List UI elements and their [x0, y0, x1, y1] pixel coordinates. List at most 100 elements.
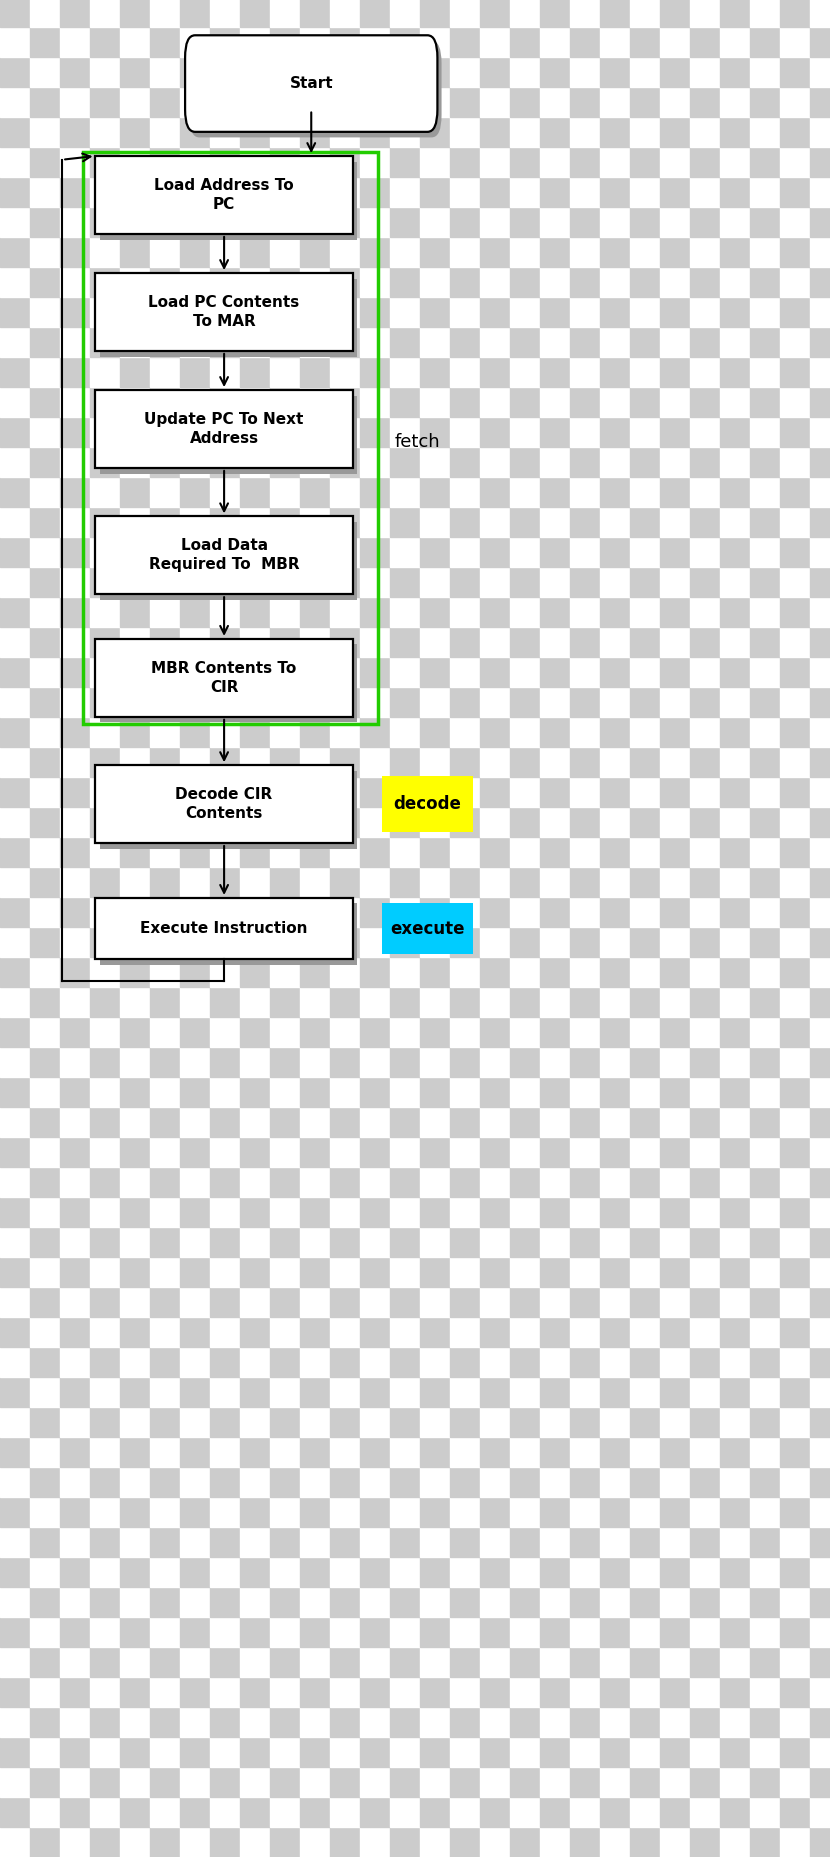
Bar: [570, 897, 600, 927]
Bar: [0, 838, 30, 867]
Bar: [810, 58, 830, 87]
Bar: [390, 867, 420, 897]
Bar: [210, 1077, 240, 1107]
Bar: [540, 1647, 570, 1677]
Bar: [330, 477, 360, 507]
Bar: [120, 267, 150, 297]
Bar: [510, 1526, 540, 1556]
Bar: [300, 1378, 330, 1408]
Bar: [630, 1827, 660, 1857]
Bar: [180, 1677, 210, 1707]
Bar: [690, 507, 720, 537]
Bar: [30, 657, 60, 687]
Bar: [510, 687, 540, 717]
Bar: [300, 386, 330, 418]
Bar: [450, 1227, 480, 1257]
Bar: [540, 747, 570, 776]
Bar: [0, 657, 30, 687]
Bar: [570, 1378, 600, 1408]
Bar: [450, 1047, 480, 1077]
Bar: [90, 477, 120, 507]
Bar: [390, 1588, 420, 1617]
Bar: [210, 1047, 240, 1077]
Bar: [150, 897, 180, 927]
Bar: [30, 297, 60, 327]
Bar: [540, 0, 570, 28]
Bar: [720, 0, 750, 28]
Bar: [720, 717, 750, 747]
Bar: [330, 1707, 360, 1736]
Bar: [330, 1556, 360, 1588]
Bar: [180, 717, 210, 747]
Bar: [750, 1827, 780, 1857]
Bar: [750, 357, 780, 386]
Bar: [270, 1617, 300, 1647]
Bar: [780, 988, 810, 1018]
Bar: [480, 206, 510, 238]
Bar: [720, 1166, 750, 1198]
Bar: [810, 28, 830, 58]
Text: fetch: fetch: [394, 433, 440, 451]
Bar: [630, 566, 660, 596]
Bar: [600, 956, 630, 988]
Bar: [480, 1378, 510, 1408]
Text: Decode CIR
Contents: Decode CIR Contents: [175, 787, 273, 821]
Bar: [510, 776, 540, 808]
Bar: [0, 1198, 30, 1227]
Bar: [810, 1077, 830, 1107]
Bar: [90, 0, 120, 28]
Bar: [720, 477, 750, 507]
Bar: [120, 448, 150, 477]
Bar: [90, 1677, 120, 1707]
Bar: [240, 1736, 270, 1768]
Bar: [630, 1617, 660, 1647]
Bar: [780, 1257, 810, 1287]
Bar: [120, 1408, 150, 1437]
Bar: [510, 1018, 540, 1047]
Bar: [390, 1467, 420, 1497]
Bar: [210, 1617, 240, 1647]
Bar: [420, 1047, 450, 1077]
Bar: [300, 1287, 330, 1317]
Bar: [540, 507, 570, 537]
Bar: [600, 1408, 630, 1437]
Bar: [300, 1047, 330, 1077]
Bar: [0, 1346, 30, 1378]
Bar: [420, 596, 450, 628]
Bar: [570, 206, 600, 238]
Bar: [120, 1077, 150, 1107]
Bar: [150, 747, 180, 776]
Bar: [450, 58, 480, 87]
Bar: [690, 87, 720, 117]
Bar: [390, 87, 420, 117]
Bar: [540, 1287, 570, 1317]
Bar: [330, 808, 360, 838]
Bar: [150, 1736, 180, 1768]
Bar: [750, 28, 780, 58]
Bar: [180, 1257, 210, 1287]
Bar: [330, 1198, 360, 1227]
Bar: [810, 448, 830, 477]
Bar: [90, 1077, 120, 1107]
Bar: [480, 1768, 510, 1798]
Bar: [420, 206, 450, 238]
Bar: [780, 1437, 810, 1467]
Bar: [300, 87, 330, 117]
Bar: [420, 176, 450, 206]
Bar: [270, 28, 300, 58]
Bar: [660, 386, 690, 418]
Bar: [240, 147, 270, 176]
Bar: [690, 206, 720, 238]
Bar: [450, 357, 480, 386]
Bar: [95, 765, 353, 843]
Bar: [270, 448, 300, 477]
Bar: [270, 176, 300, 206]
Bar: [360, 1647, 390, 1677]
Bar: [810, 956, 830, 988]
Bar: [90, 867, 120, 897]
Bar: [480, 717, 510, 747]
Bar: [30, 206, 60, 238]
Bar: [480, 507, 510, 537]
Bar: [0, 1437, 30, 1467]
Bar: [600, 0, 630, 28]
